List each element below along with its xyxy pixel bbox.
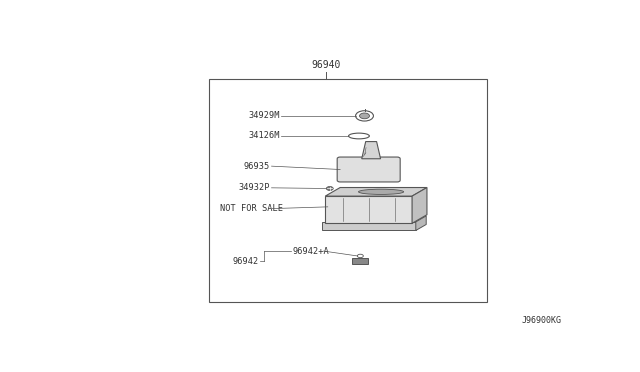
Text: 96942+A: 96942+A bbox=[292, 247, 329, 256]
Bar bbox=[209, 79, 487, 302]
Polygon shape bbox=[412, 187, 427, 223]
Circle shape bbox=[360, 113, 369, 119]
Polygon shape bbox=[416, 216, 426, 231]
Polygon shape bbox=[325, 187, 427, 196]
Bar bbox=[325, 196, 412, 223]
Text: 34929M: 34929M bbox=[248, 111, 280, 121]
Bar bbox=[353, 258, 368, 264]
Text: NOT FOR SALE: NOT FOR SALE bbox=[220, 204, 283, 213]
Polygon shape bbox=[362, 142, 381, 159]
Circle shape bbox=[326, 186, 333, 190]
Text: 96935: 96935 bbox=[244, 162, 270, 171]
Text: 96940: 96940 bbox=[311, 60, 340, 70]
Ellipse shape bbox=[358, 189, 404, 195]
Bar bbox=[325, 196, 412, 223]
Bar bbox=[321, 222, 416, 231]
Text: 34932P: 34932P bbox=[239, 183, 270, 192]
FancyBboxPatch shape bbox=[337, 157, 400, 182]
Text: 34126M: 34126M bbox=[248, 131, 280, 141]
Text: J96900KG: J96900KG bbox=[521, 316, 561, 326]
Text: 96942: 96942 bbox=[233, 257, 259, 266]
